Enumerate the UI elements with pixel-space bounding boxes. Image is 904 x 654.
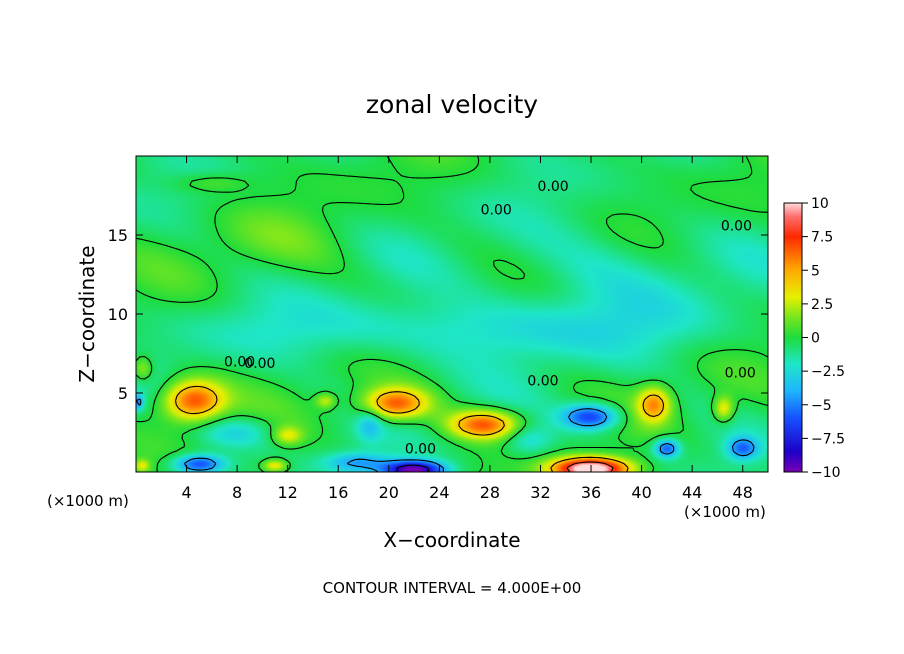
colorbar-tick-label: −7.5 [811,431,845,447]
y-axis-label: Z−coordinate [75,245,99,382]
y-axis-ticks: 5 10 15 [108,226,768,403]
colorbar-tick-label: −10 [811,465,841,481]
contour-label: 0.00 [481,203,512,219]
colorbar-tick-label: 5 [811,263,820,279]
x-tick-label: 32 [530,483,550,502]
contour-level-4 [175,385,665,472]
contour-label: 0.00 [725,365,756,381]
x-axis-label: X−coordinate [383,528,520,552]
chart-title: zonal velocity [366,90,538,119]
x-tick-label: 8 [232,483,242,502]
x-tick-label: 24 [429,483,449,502]
colorbar-tick-label: 0 [811,331,820,347]
contour-level-8 [566,461,614,472]
colorbar-tick-label: 7.5 [811,230,833,246]
x-tick-label: 16 [328,483,348,502]
contour-label: 0.00 [538,179,569,195]
contour-level-neg8 [396,464,430,472]
x-tick-label: 4 [181,483,191,502]
x-axis-ticks: 4 8 12 16 20 24 28 32 36 40 44 48 [181,156,753,502]
contour-label: 0.00 [721,219,752,235]
colorbar-tick-label: 10 [811,196,829,212]
x-tick-label: 12 [278,483,298,502]
x-unit-label-left: (×1000 m) [47,492,129,510]
x-tick-label: 20 [379,483,399,502]
x-tick-label: 40 [631,483,651,502]
x-tick-label: 28 [480,483,500,502]
colorbar-tick-label: 2.5 [811,297,833,313]
x-tick-label: 36 [581,483,601,502]
contour-labels: 0.000.000.000.000.000.00 0.000.00 [224,179,756,457]
heatmap-field [136,156,768,472]
colorbar-tick-label: −5 [811,398,832,414]
contour-label: 0.00 [224,354,255,370]
x-tick-label: 44 [682,483,702,502]
contour-lines [136,156,768,472]
colorbar-tick-label: −2.5 [811,364,845,380]
contour-interval-note: CONTOUR INTERVAL = 4.000E+00 [323,579,582,597]
contour-label: 0.00 [527,373,558,389]
y-tick-label: 5 [118,384,128,403]
contour-label: 0.00 [405,441,436,457]
y-tick-label: 15 [108,226,128,245]
x-tick-label: 48 [733,483,753,502]
contour-label: 0.00 [244,356,275,372]
y-tick-label: 10 [108,305,128,324]
colorbar-ticks: 10 7.5 5 2.5 0 −2.5 −5 −7.5 −10 [802,196,845,481]
x-unit-label-right: (×1000 m) [684,503,766,521]
colorbar [783,202,803,473]
